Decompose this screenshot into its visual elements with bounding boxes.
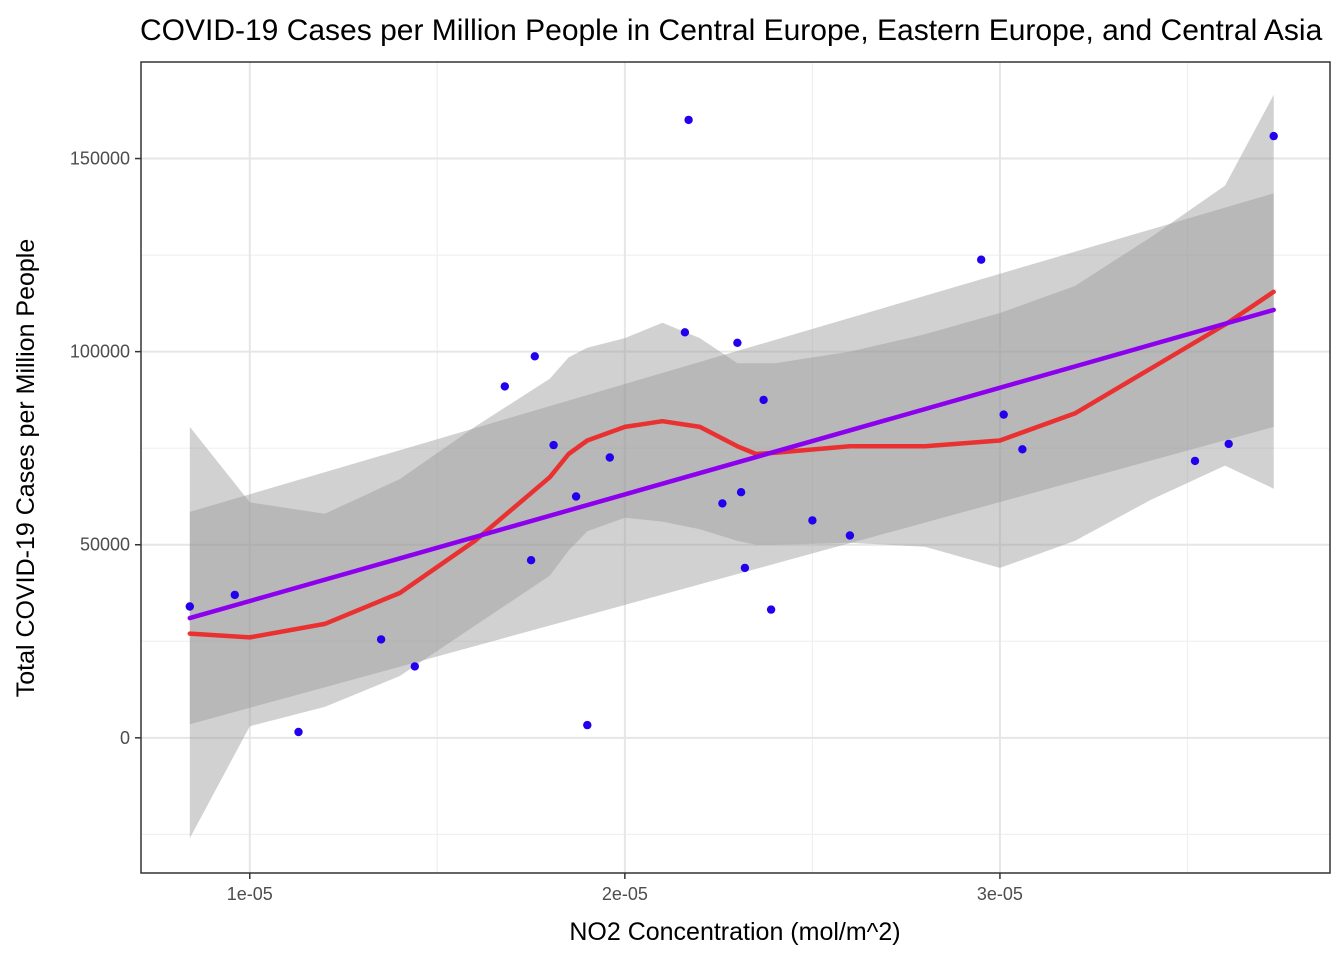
data-point [410, 662, 419, 671]
data-point [583, 720, 592, 730]
data-point [759, 395, 768, 405]
data-point [230, 590, 239, 600]
data-point [808, 516, 817, 525]
data-point [718, 499, 727, 508]
x-axis-label: NO2 Concentration (mol/m^2) [569, 918, 900, 946]
linear-confidence-band [189, 193, 1274, 725]
data-point [294, 727, 303, 737]
data-point [1190, 456, 1200, 466]
loess-confidence-band [189, 94, 1274, 839]
data-point [684, 115, 693, 125]
y-axis-label: Total COVID-19 Cases per Million People [12, 239, 40, 698]
data-point [766, 605, 776, 614]
data-point [1018, 445, 1027, 454]
data-point [999, 410, 1008, 419]
linear-fit-line [187, 307, 1276, 621]
x-tick-label: 2e-05 [602, 884, 648, 904]
x-tick-label: 3e-05 [977, 884, 1023, 904]
data-point [571, 492, 581, 501]
data-point [500, 382, 509, 391]
data-point [680, 328, 690, 337]
data-point [740, 563, 750, 573]
data-point [733, 338, 742, 347]
data-point [1269, 131, 1278, 141]
data-point [376, 635, 386, 644]
data-point [1224, 439, 1233, 449]
y-tick-label: 100000 [70, 342, 130, 362]
data-point [845, 531, 855, 540]
x-tick-label: 1e-05 [227, 884, 273, 904]
y-tick-label: 0 [120, 728, 130, 748]
data-point [526, 556, 536, 565]
data-point [977, 255, 986, 264]
data-point [605, 453, 614, 462]
plot-border [140, 61, 1331, 874]
data-point [549, 440, 558, 450]
y-tick-label: 50000 [80, 535, 130, 555]
data-point [736, 488, 746, 497]
loess-fit-line [187, 289, 1276, 640]
data-point [185, 602, 194, 611]
data-point [530, 352, 539, 361]
y-tick-label: 150000 [70, 149, 130, 169]
chart-title: COVID-19 Cases per Million People in Cen… [140, 14, 1323, 47]
